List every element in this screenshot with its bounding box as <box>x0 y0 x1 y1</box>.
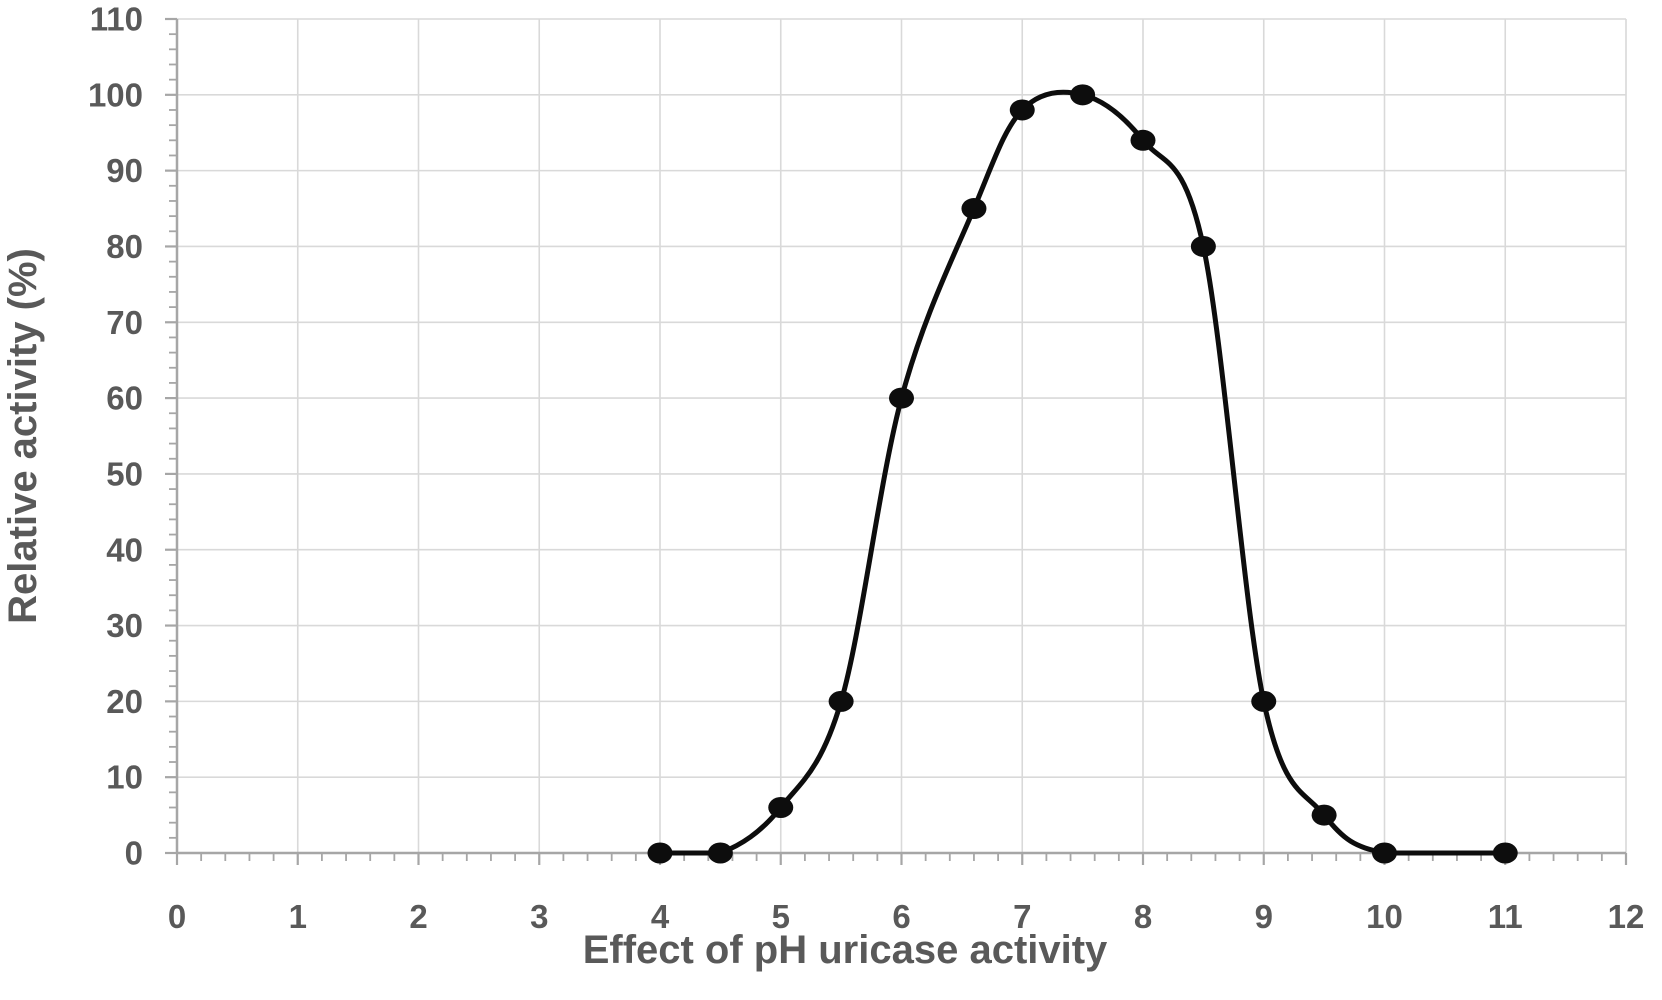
data-point <box>1190 235 1216 257</box>
gridlines <box>177 18 1627 853</box>
y-tick-label: 10 <box>106 759 143 796</box>
x-tick-label: 3 <box>530 898 548 935</box>
data-point <box>1130 129 1156 151</box>
x-axis-title: Effect of pH uricase activity <box>583 928 1108 972</box>
y-tick-label: 50 <box>106 455 143 492</box>
x-tick-label: 4 <box>651 898 670 935</box>
data-point <box>768 797 794 819</box>
data-point <box>961 198 987 220</box>
y-tick-label: 0 <box>125 835 143 872</box>
data-point <box>707 842 733 864</box>
y-tick-label: 80 <box>106 228 143 265</box>
y-axis-title: Relative activity (%) <box>1 248 45 624</box>
y-tick-labels: 0 10 20 30 40 50 60 70 80 90 100 110 <box>88 1 143 872</box>
data-point <box>1372 842 1397 864</box>
x-tick-label: 2 <box>409 898 427 935</box>
y-tick-label: 110 <box>90 1 143 38</box>
x-tick-labels: 0 1 2 3 4 5 6 7 8 9 10 11 12 <box>168 898 1645 935</box>
y-tick-label: 100 <box>88 76 143 113</box>
y-tick-label: 70 <box>106 304 143 341</box>
x-tick-label: 9 <box>1255 898 1273 935</box>
data-point <box>1492 842 1518 864</box>
x-tick-label: 1 <box>289 898 307 935</box>
axis-ticks <box>165 17 1628 865</box>
x-tick-label: 8 <box>1134 898 1152 935</box>
y-tick-label: 30 <box>106 607 143 644</box>
activity-curve <box>657 89 1508 856</box>
x-tick-label: 5 <box>772 898 790 935</box>
data-point <box>828 690 854 712</box>
data-point-markers <box>647 84 1518 864</box>
y-tick-label: 20 <box>106 683 143 720</box>
data-point <box>647 842 673 864</box>
y-tick-label: 60 <box>106 380 143 417</box>
x-tick-label: 6 <box>892 898 910 935</box>
x-tick-label: 12 <box>1608 898 1645 935</box>
data-point <box>1251 690 1277 712</box>
x-tick-label: 11 <box>1488 898 1523 935</box>
x-tick-label: 0 <box>168 898 186 935</box>
y-tick-label: 90 <box>106 152 143 189</box>
data-point <box>889 387 914 409</box>
data-point <box>1311 804 1337 826</box>
data-point <box>1009 99 1035 121</box>
x-tick-label: 10 <box>1366 898 1403 935</box>
data-point <box>1070 84 1096 106</box>
y-tick-label: 40 <box>106 531 143 568</box>
x-tick-label: 7 <box>1013 898 1031 935</box>
